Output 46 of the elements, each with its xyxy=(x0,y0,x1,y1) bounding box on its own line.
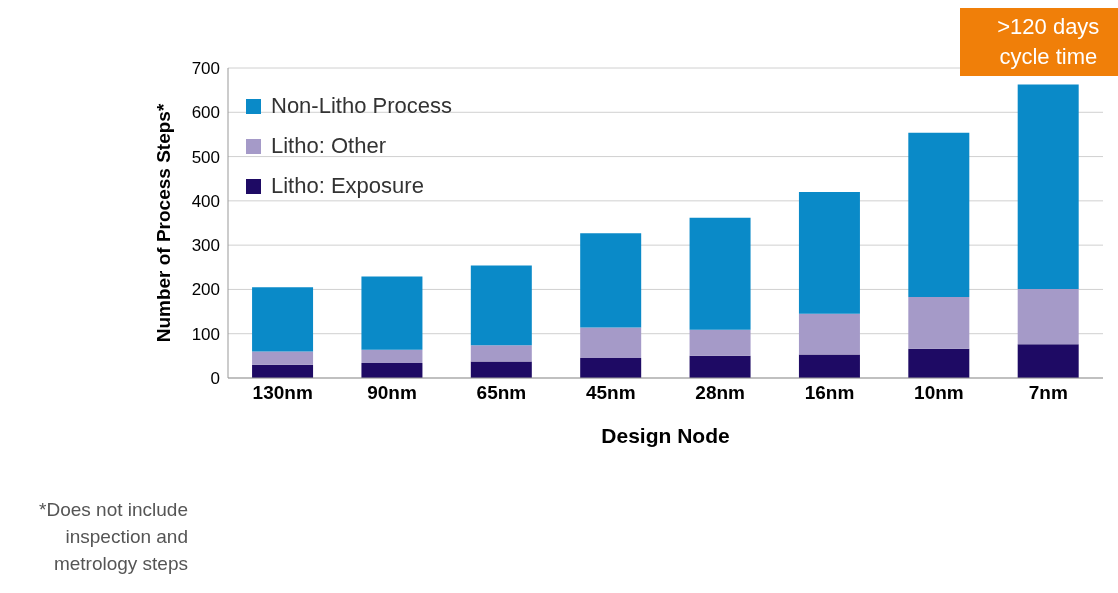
bar xyxy=(361,276,423,350)
bar xyxy=(689,355,751,378)
bar xyxy=(470,345,532,362)
bar xyxy=(252,287,314,352)
bar xyxy=(470,265,532,346)
x-tick-label: 65nm xyxy=(476,382,527,404)
bar xyxy=(908,132,970,297)
bar xyxy=(689,329,751,356)
bar xyxy=(1017,84,1079,289)
y-tick-label: 300 xyxy=(191,236,220,256)
y-tick-label: 100 xyxy=(191,324,220,344)
y-tick-label: 0 xyxy=(210,369,220,389)
text: *Does not include inspection and metrology steps xyxy=(38,498,188,576)
bar xyxy=(580,233,642,328)
bar xyxy=(470,361,532,378)
bar xyxy=(361,349,423,363)
legend-label: Litho: Other xyxy=(270,133,387,159)
y-tick-label: 200 xyxy=(191,280,220,300)
x-tick-label: 130nm xyxy=(252,382,313,404)
y-tick-label: 700 xyxy=(191,59,220,79)
x-tick-label: 28nm xyxy=(695,382,746,404)
y-tick-label: 400 xyxy=(191,191,220,211)
legend-label: Non-Litho Process xyxy=(270,93,452,119)
y-tick-label: 600 xyxy=(191,103,220,123)
bar xyxy=(580,358,642,378)
bar xyxy=(1017,288,1079,345)
legend-label: Litho: Exposure xyxy=(270,173,425,199)
bar xyxy=(798,192,860,314)
x-axis-title: Design Node xyxy=(601,423,730,447)
y-tick-label: 500 xyxy=(191,147,220,167)
bar xyxy=(908,296,970,349)
bar xyxy=(1017,344,1079,378)
bar xyxy=(361,362,423,378)
x-tick-label: 90nm xyxy=(367,382,417,404)
x-tick-label: 10nm xyxy=(914,382,964,404)
bar xyxy=(798,313,860,355)
x-tick-label: 16nm xyxy=(804,382,855,404)
bar xyxy=(580,327,642,359)
bar xyxy=(252,364,314,378)
y-axis-title: Number of Process Steps* xyxy=(152,103,174,343)
bar xyxy=(908,348,970,378)
bar xyxy=(798,354,860,378)
x-tick-label: 7nm xyxy=(1028,382,1068,404)
bar xyxy=(689,217,751,330)
x-tick-label: 45nm xyxy=(585,382,636,404)
bar xyxy=(252,351,314,365)
